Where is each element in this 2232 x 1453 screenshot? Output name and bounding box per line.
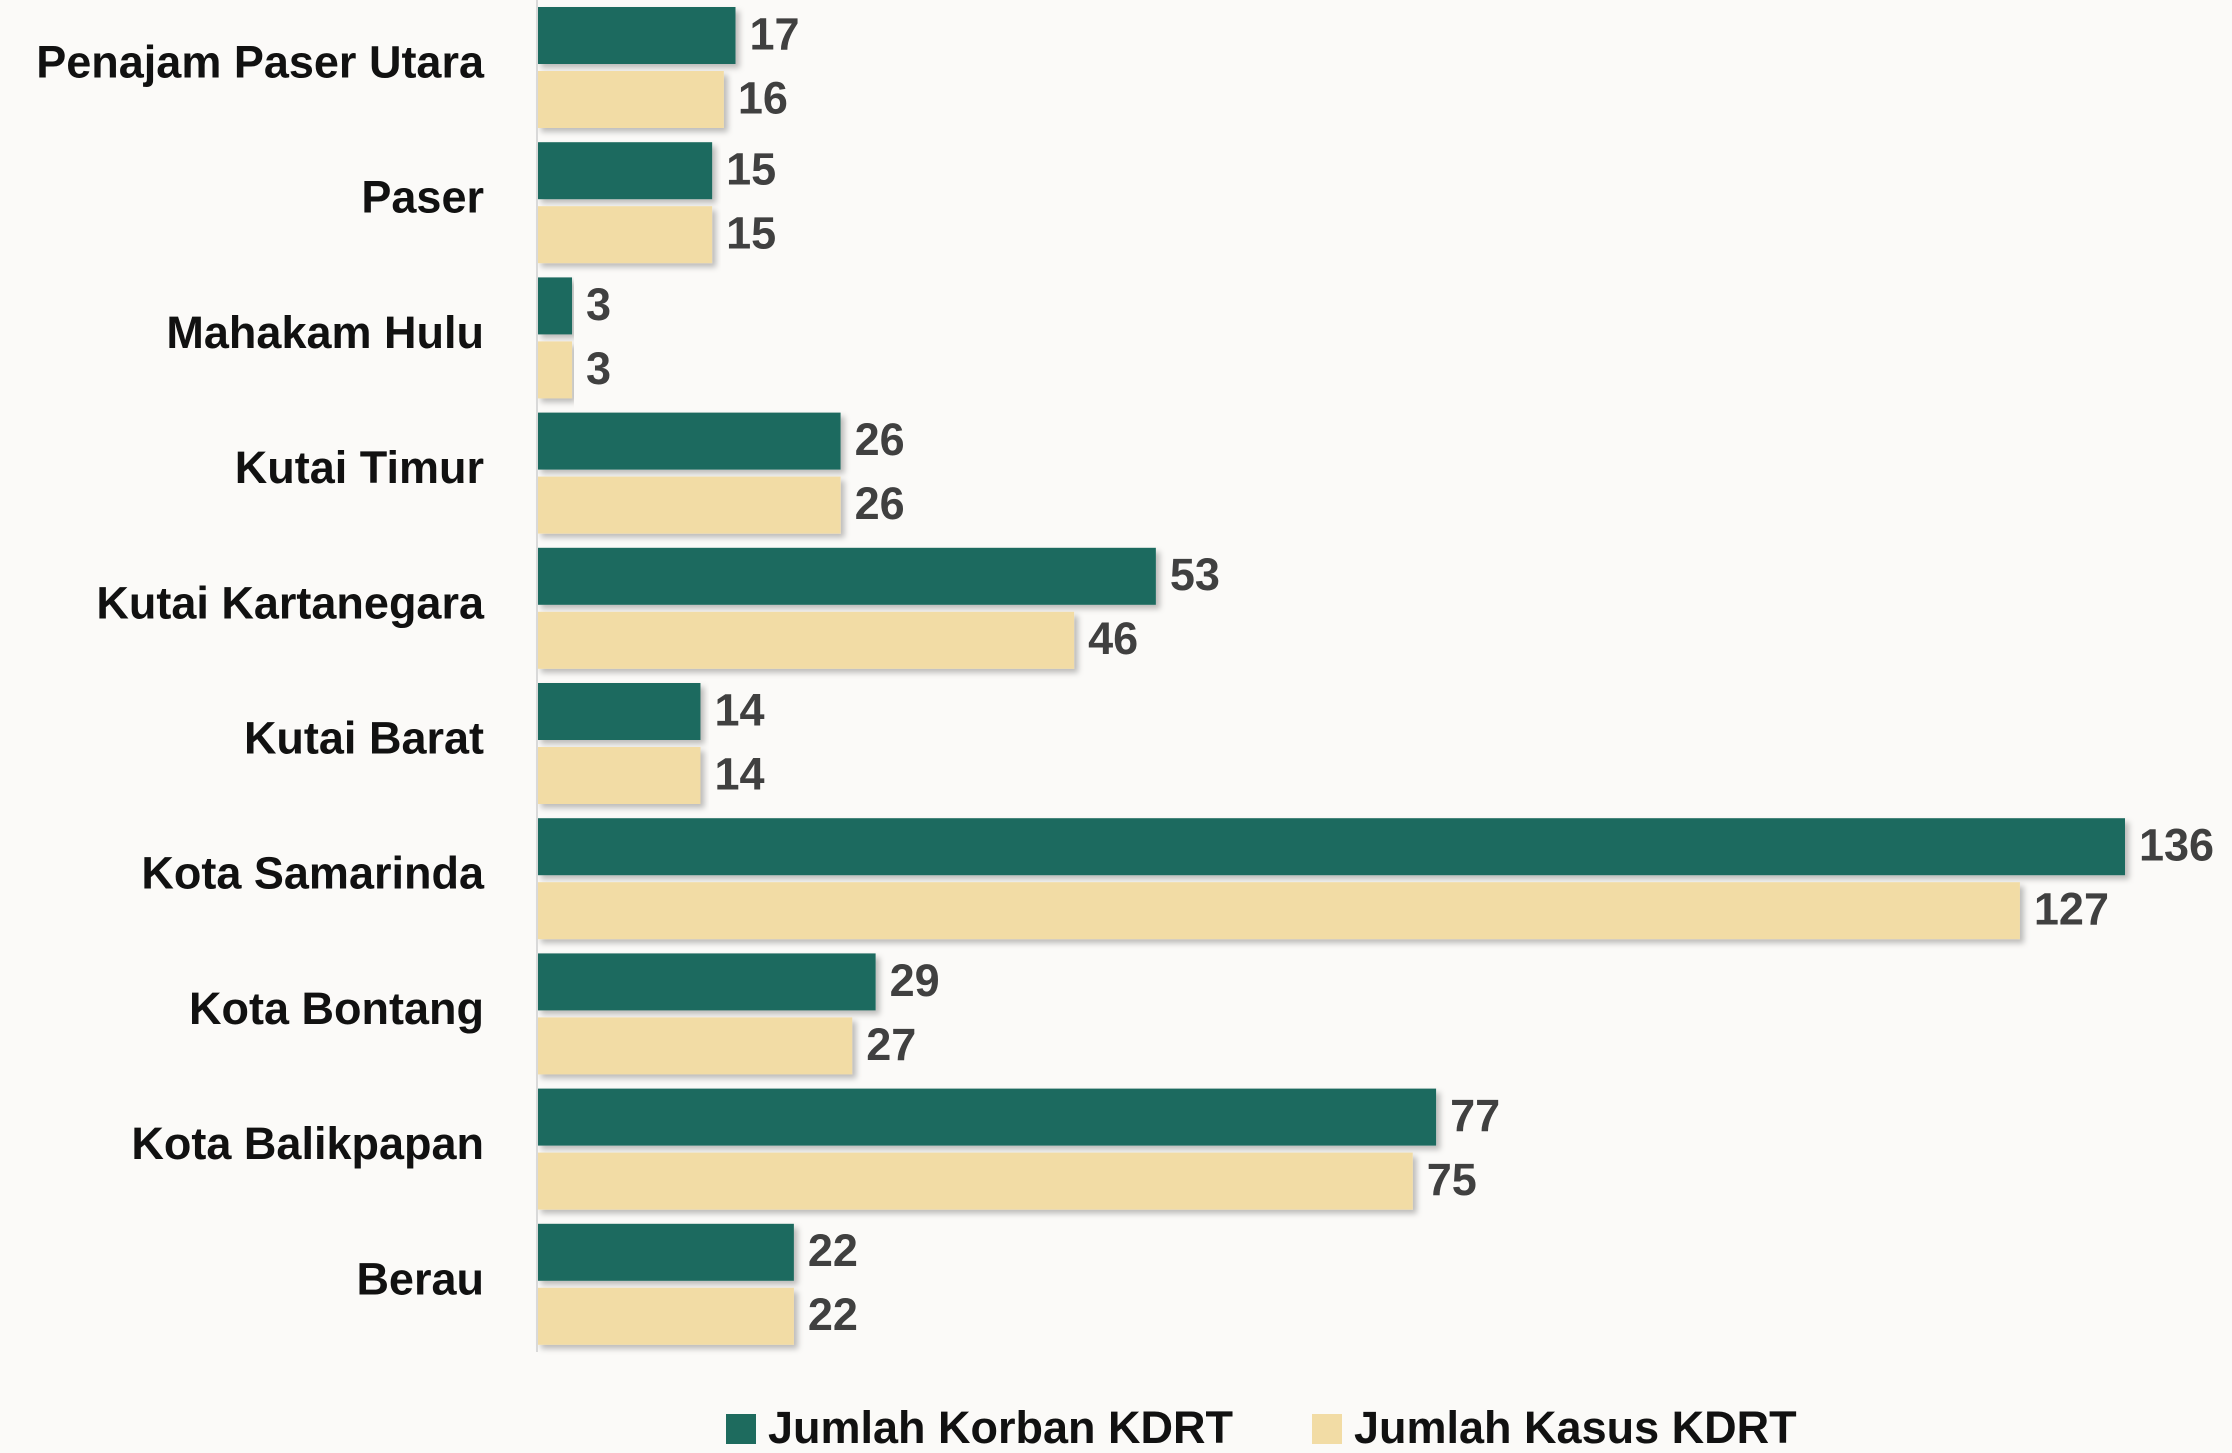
bar	[537, 277, 573, 335]
data-label: 26	[855, 414, 905, 465]
data-label: 75	[1427, 1154, 1477, 1205]
data-label: 15	[726, 208, 776, 259]
data-label: 26	[855, 478, 905, 529]
bar	[537, 142, 713, 200]
legend-label: Jumlah Korban KDRT	[768, 1402, 1233, 1453]
y-tick-label: Penajam Paser Utara	[36, 36, 485, 87]
bar	[537, 412, 841, 470]
bar	[537, 7, 736, 64]
bar	[537, 476, 841, 534]
data-label: 3	[586, 279, 611, 330]
bar	[537, 1152, 1413, 1210]
bar	[537, 547, 1156, 605]
bar	[537, 818, 2125, 876]
y-tick-label: Kutai Kartanegara	[96, 577, 485, 628]
data-label: 46	[1088, 613, 1138, 664]
legend-label: Jumlah Kasus KDRT	[1354, 1402, 1797, 1453]
y-tick-label: Kota Samarinda	[141, 848, 485, 899]
legend-swatch	[1312, 1414, 1342, 1444]
bar	[537, 341, 573, 399]
data-label: 53	[1170, 549, 1220, 600]
y-tick-label: Kota Balikpapan	[131, 1118, 484, 1169]
bar	[537, 1088, 1437, 1146]
data-label: 136	[2139, 820, 2214, 871]
bar	[537, 882, 2020, 940]
bar	[537, 71, 724, 128]
bar	[537, 953, 876, 1011]
y-tick-label: Berau	[356, 1253, 484, 1304]
data-label: 15	[726, 144, 776, 195]
bar	[537, 683, 701, 740]
data-label: 29	[890, 955, 940, 1006]
bar	[537, 1287, 794, 1345]
y-tick-label: Kutai Barat	[244, 712, 484, 763]
data-label: 27	[866, 1019, 916, 1070]
data-label: 16	[738, 72, 788, 123]
bar	[537, 747, 701, 804]
plot-area: Penajam Paser Utara 17 16 Paser 15 15 Mahakam …	[36, 0, 2214, 1453]
y-tick-label: Paser	[361, 172, 484, 223]
legend-swatch	[726, 1414, 756, 1444]
data-label: 22	[808, 1289, 858, 1340]
data-label: 127	[2034, 884, 2109, 935]
y-tick-label: Mahakam Hulu	[166, 307, 484, 358]
bar	[537, 206, 713, 264]
bar	[537, 1223, 794, 1281]
data-label: 14	[714, 748, 764, 799]
data-label: 22	[808, 1225, 858, 1276]
data-label: 77	[1450, 1090, 1500, 1141]
data-label: 3	[586, 343, 611, 394]
y-tick-label: Kutai Timur	[235, 442, 484, 493]
bar	[537, 1017, 853, 1075]
data-label: 14	[714, 684, 764, 735]
bar	[537, 611, 1075, 669]
data-label: 17	[750, 8, 800, 59]
y-tick-label: Kota Bontang	[189, 983, 484, 1034]
